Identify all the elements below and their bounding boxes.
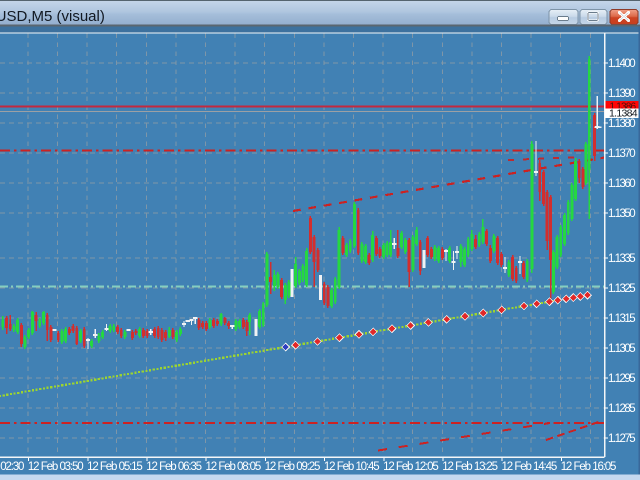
- svg-text:12 Feb 03:50: 12 Feb 03:50: [28, 461, 83, 473]
- svg-text:1.1305: 1.1305: [608, 343, 635, 355]
- svg-text:12 Feb 13:25: 12 Feb 13:25: [442, 461, 497, 473]
- svg-text:1.1370: 1.1370: [608, 148, 635, 160]
- svg-text:12 Feb 06:35: 12 Feb 06:35: [146, 461, 201, 473]
- svg-text:12 Feb 12:05: 12 Feb 12:05: [383, 461, 438, 473]
- svg-text:1.1360: 1.1360: [608, 178, 635, 190]
- svg-text:1.1350: 1.1350: [608, 208, 635, 220]
- svg-text:12 Feb 10:45: 12 Feb 10:45: [324, 461, 379, 473]
- svg-text:1.1386: 1.1386: [610, 102, 637, 113]
- svg-text:1.1295: 1.1295: [608, 373, 635, 385]
- svg-text:1.1400: 1.1400: [608, 58, 635, 70]
- svg-text:1.1390: 1.1390: [608, 88, 635, 100]
- svg-text:1.1275: 1.1275: [608, 433, 635, 445]
- svg-text:12 Feb 16:05: 12 Feb 16:05: [561, 461, 616, 473]
- svg-text:12 Feb 08:05: 12 Feb 08:05: [206, 461, 261, 473]
- svg-text:12 Feb 02:30: 12 Feb 02:30: [0, 461, 24, 473]
- svg-text:1.1380: 1.1380: [608, 118, 635, 130]
- svg-text:EURUSD,M5 (visual): EURUSD,M5 (visual): [0, 8, 105, 25]
- svg-text:1.1335: 1.1335: [608, 253, 635, 265]
- svg-text:12 Feb 14:45: 12 Feb 14:45: [502, 461, 557, 473]
- svg-text:1.1315: 1.1315: [608, 313, 635, 325]
- svg-text:12 Feb 05:15: 12 Feb 05:15: [87, 461, 142, 473]
- svg-text:1.1384: 1.1384: [609, 108, 638, 120]
- svg-text:12 Feb 09:25: 12 Feb 09:25: [265, 461, 320, 473]
- svg-text:1.1325: 1.1325: [608, 283, 635, 295]
- svg-text:1.1285: 1.1285: [608, 403, 635, 415]
